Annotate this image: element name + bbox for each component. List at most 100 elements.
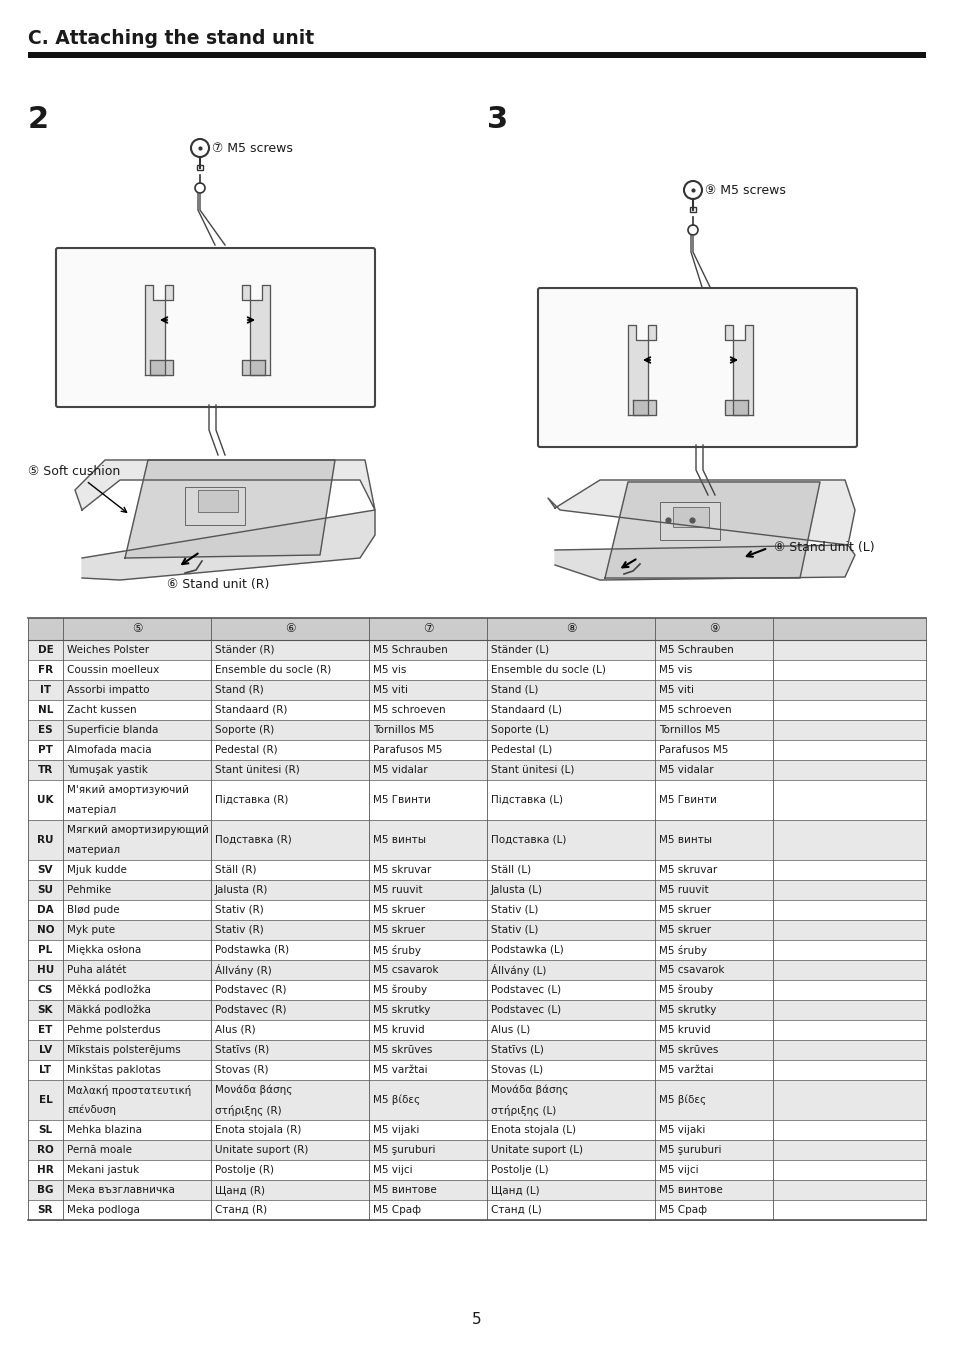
Text: Miękka osłona: Miękka osłona [67, 945, 141, 955]
Text: Coussin moelleux: Coussin moelleux [67, 665, 159, 676]
Text: M5 csavarok: M5 csavarok [373, 965, 438, 975]
Text: M5 šrouby: M5 šrouby [659, 984, 713, 995]
Text: Станд (R): Станд (R) [214, 1205, 267, 1215]
Text: Станд (L): Станд (L) [491, 1205, 541, 1215]
Text: CS: CS [38, 984, 53, 995]
Bar [28, 1020, 925, 1040]
Bar [28, 1060, 925, 1080]
Polygon shape [547, 481, 854, 546]
Text: Stativ (R): Stativ (R) [214, 925, 263, 936]
Text: M5 vis: M5 vis [373, 665, 406, 676]
Text: M5 skruer: M5 skruer [659, 925, 710, 936]
Text: Podstawka (L): Podstawka (L) [491, 945, 563, 955]
Text: Podstawka (R): Podstawka (R) [214, 945, 289, 955]
Bar [28, 821, 925, 860]
Text: Weiches Polster: Weiches Polster [67, 645, 149, 655]
Text: Enota stojala (R): Enota stojala (R) [214, 1125, 301, 1135]
Text: Mäkká podložka: Mäkká podložka [67, 1005, 151, 1016]
Text: Stand (R): Stand (R) [214, 685, 263, 695]
Text: Unitate suport (R): Unitate suport (R) [214, 1145, 308, 1155]
Text: ⑤ Soft cushion: ⑤ Soft cushion [28, 464, 127, 512]
Text: Μ5 βίδες: Μ5 βίδες [373, 1095, 419, 1105]
Text: 2: 2 [28, 106, 49, 134]
Text: M5 skruer: M5 skruer [373, 904, 425, 915]
Text: Měkká podložka: Měkká podložka [67, 984, 151, 995]
Text: M5 şuruburi: M5 şuruburi [659, 1145, 720, 1155]
Text: M5 schroeven: M5 schroeven [373, 705, 445, 715]
Polygon shape [82, 510, 375, 580]
Text: Postolje (L): Postolje (L) [491, 1164, 548, 1175]
Text: PT: PT [38, 745, 52, 756]
Text: M5 vijci: M5 vijci [373, 1164, 413, 1175]
Text: М5 Гвинти: М5 Гвинти [373, 795, 431, 806]
Text: Μαλακή προστατευτική: Μαλακή προστατευτική [67, 1085, 191, 1095]
Text: Minkštas paklotas: Minkštas paklotas [67, 1064, 161, 1075]
Bar [28, 760, 925, 780]
Text: Mekani jastuk: Mekani jastuk [67, 1164, 139, 1175]
Text: Standaard (R): Standaard (R) [214, 705, 287, 715]
Text: Щанд (R): Щанд (R) [214, 1185, 265, 1196]
Text: M5 skruer: M5 skruer [373, 925, 425, 936]
Polygon shape [724, 325, 752, 414]
Text: Щанд (L): Щанд (L) [491, 1185, 539, 1196]
Bar [28, 720, 925, 741]
Text: Parafusos M5: Parafusos M5 [373, 745, 442, 756]
Text: SK: SK [38, 1005, 53, 1016]
Text: Podstavec (L): Podstavec (L) [491, 984, 560, 995]
Text: M5 csavarok: M5 csavarok [659, 965, 723, 975]
Text: Postolje (R): Postolje (R) [214, 1164, 274, 1175]
Bar [28, 880, 925, 900]
Polygon shape [125, 460, 335, 558]
Text: UK: UK [37, 795, 53, 806]
Text: Pehmike: Pehmike [67, 886, 111, 895]
Text: NL: NL [38, 705, 53, 715]
Bar [28, 51, 925, 58]
Text: M5 Schrauben: M5 Schrauben [373, 645, 447, 655]
Polygon shape [633, 399, 656, 414]
Text: Superficie blanda: Superficie blanda [67, 724, 158, 735]
Text: Soporte (L): Soporte (L) [491, 724, 548, 735]
Text: M5 vijci: M5 vijci [659, 1164, 698, 1175]
Bar [28, 741, 925, 760]
Text: Tornillos M5: Tornillos M5 [659, 724, 720, 735]
Text: Standaard (L): Standaard (L) [491, 705, 561, 715]
Text: ET: ET [38, 1025, 52, 1034]
Text: M5 skruvar: M5 skruvar [373, 865, 431, 875]
Bar [28, 900, 925, 919]
Text: BG: BG [37, 1185, 53, 1196]
Text: M5 vis: M5 vis [659, 665, 692, 676]
Text: M5 skrutky: M5 skrutky [373, 1005, 430, 1016]
Polygon shape [145, 284, 172, 375]
Text: Tornillos M5: Tornillos M5 [373, 724, 434, 735]
Text: ⑨: ⑨ [708, 623, 719, 635]
Text: M5 śruby: M5 śruby [373, 945, 420, 956]
Text: Podstavec (R): Podstavec (R) [214, 1005, 286, 1016]
Text: SU: SU [37, 886, 53, 895]
Bar [28, 980, 925, 1001]
Text: Soporte (R): Soporte (R) [214, 724, 274, 735]
Text: Ställ (L): Ställ (L) [491, 865, 531, 875]
Text: ⑦: ⑦ [422, 623, 433, 635]
Text: Ensemble du socle (R): Ensemble du socle (R) [214, 665, 331, 676]
Text: M5 viti: M5 viti [373, 685, 408, 695]
Text: материал: материал [67, 845, 120, 854]
Text: Мягкий амортизирующий: Мягкий амортизирующий [67, 825, 209, 835]
Bar [28, 780, 925, 821]
Text: M5 skrūves: M5 skrūves [373, 1045, 432, 1055]
Bar [28, 1140, 925, 1160]
FancyBboxPatch shape [537, 288, 856, 447]
Text: M5 skruvar: M5 skruvar [659, 865, 717, 875]
Text: Myk pute: Myk pute [67, 925, 115, 936]
Bar [28, 617, 925, 640]
Text: στήριξης (R): στήριξης (R) [214, 1105, 281, 1116]
Bar [28, 1160, 925, 1179]
Polygon shape [724, 399, 747, 414]
Text: Підставка (L): Підставка (L) [491, 795, 562, 806]
Text: М5 винтове: М5 винтове [659, 1185, 722, 1196]
Text: Stovas (L): Stovas (L) [491, 1066, 542, 1075]
Text: Pedestal (L): Pedestal (L) [491, 745, 552, 756]
Polygon shape [555, 546, 854, 580]
Text: М5 Гвинти: М5 Гвинти [659, 795, 716, 806]
Bar [28, 1001, 925, 1020]
Text: M5 vijaki: M5 vijaki [373, 1125, 419, 1135]
